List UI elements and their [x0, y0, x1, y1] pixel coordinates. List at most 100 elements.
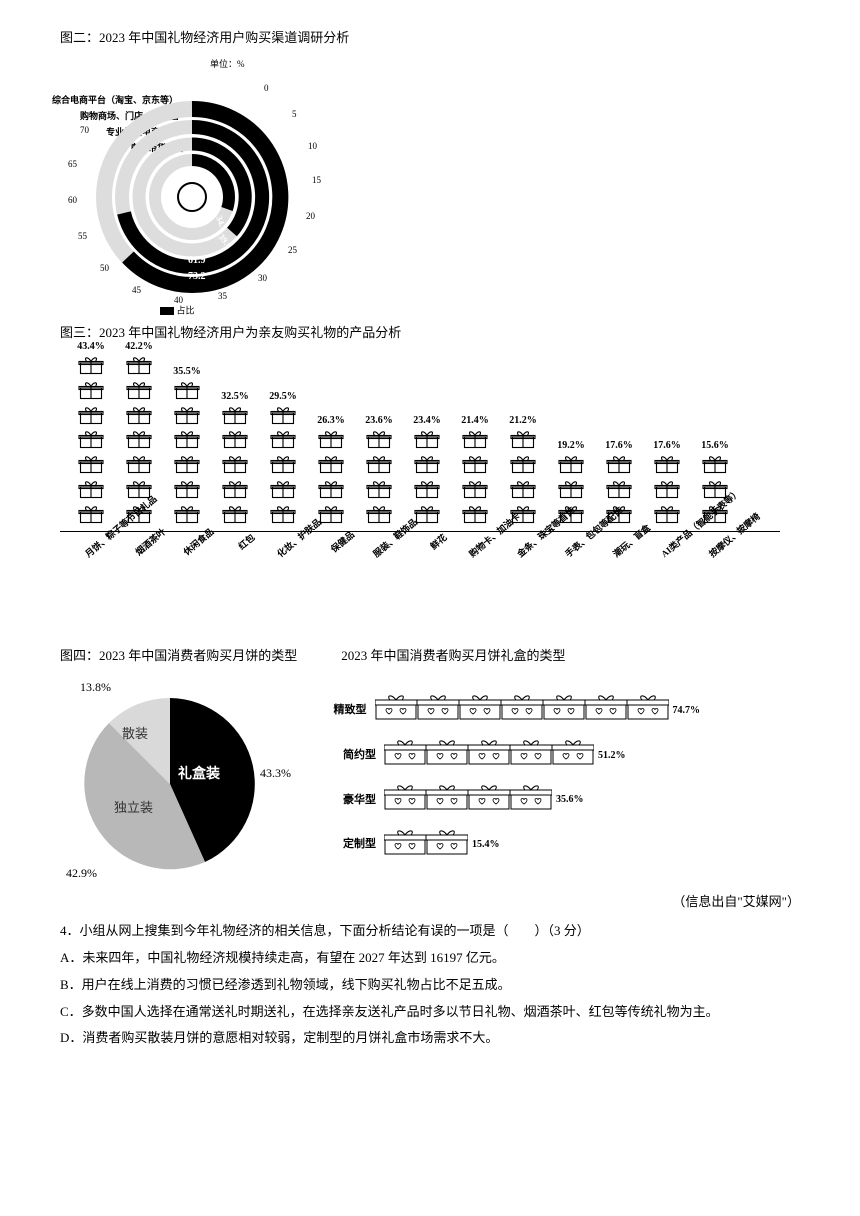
giftbox-icon — [384, 784, 426, 810]
gift-icon — [412, 456, 442, 474]
gift-icon — [508, 431, 538, 449]
fig2-chart: 单位：% 综合电商平台（淘宝、京东等） 购物商场、门店、礼品店 专业礼品电商平台… — [60, 55, 340, 315]
gift-icon — [172, 506, 202, 524]
bar-col: 17.6% — [646, 438, 688, 530]
gift-icon — [364, 506, 394, 524]
fig4-boxes: 精致型 7 — [320, 678, 700, 873]
gift-icon — [220, 431, 250, 449]
gift-icon — [364, 481, 394, 499]
box-label: 豪华型 — [320, 792, 376, 810]
bar-value: 17.6% — [605, 438, 633, 454]
bar-value: 32.5% — [221, 389, 249, 405]
gift-icon — [316, 456, 346, 474]
tick: 10 — [308, 139, 317, 153]
option-d: D．消费者购买散装月饼的意愿相对较弱，定制型的月饼礼盒市场需求不大。 — [60, 1028, 800, 1049]
fig3-caption: 图三：2023 年中国礼物经济用户为亲友购买礼物的产品分析 — [60, 323, 800, 344]
gift-icon — [268, 456, 298, 474]
bar-col: 23.4% — [406, 413, 448, 530]
source-line: （信息出自"艾媒网"） — [60, 892, 800, 913]
tick: 20 — [306, 209, 315, 223]
svg-text:73.2: 73.2 — [188, 271, 206, 282]
pie-label-1: 独立装 — [114, 798, 153, 819]
question-stem: 4．小组从网上搜集到今年礼物经济的相关信息，下面分析结论有误的一项是（ ）（3 … — [60, 921, 800, 942]
gift-icon — [172, 431, 202, 449]
tick: 60 — [68, 193, 77, 207]
gift-icon — [76, 357, 106, 375]
fig2-caption: 图二：2023 年中国礼物经济用户购买渠道调研分析 — [60, 28, 800, 49]
box-value: 35.6% — [556, 792, 584, 808]
fig4-pie: 13.8% 礼盒装 43.3% 独立装 42.9% 散装 — [60, 678, 290, 888]
fig3-chart: 43.4% 42.2% — [60, 352, 780, 602]
bar-value: 23.6% — [365, 413, 393, 429]
box-label: 定制型 — [320, 836, 376, 854]
giftbox-icon — [426, 739, 468, 765]
gift-icon — [268, 481, 298, 499]
tick: 30 — [258, 271, 267, 285]
fig4-row: 13.8% 礼盒装 43.3% 独立装 42.9% 散装 精致型 — [60, 678, 800, 888]
bar-value: 21.2% — [509, 413, 537, 429]
gift-icon — [220, 456, 250, 474]
bar-col: 29.5% — [262, 389, 304, 531]
gift-icon — [76, 456, 106, 474]
gift-icon — [652, 506, 682, 524]
tick: 65 — [68, 157, 77, 171]
box-value: 74.7% — [673, 703, 701, 719]
bar-col: 43.4% — [70, 339, 112, 531]
giftbox-icon — [510, 739, 552, 765]
giftbox-icon — [585, 694, 627, 720]
gift-icon — [460, 481, 490, 499]
gift-icon — [412, 431, 442, 449]
giftbox-icon — [426, 829, 468, 855]
gift-icon — [460, 506, 490, 524]
option-c: C．多数中国人选择在通常送礼时期送礼，在选择亲友送礼产品时多以节日礼物、烟酒茶叶… — [60, 1002, 800, 1023]
gift-icon — [124, 357, 154, 375]
gift-icon — [700, 456, 730, 474]
bar-value: 15.6% — [701, 438, 729, 454]
tick: 15 — [312, 173, 321, 187]
gift-icon — [268, 407, 298, 425]
box-row: 精致型 7 — [320, 694, 700, 727]
gift-icon — [220, 506, 250, 524]
gift-icon — [76, 506, 106, 524]
gift-icon — [124, 431, 154, 449]
gift-icon — [124, 456, 154, 474]
giftbox-icon — [510, 784, 552, 810]
giftbox-icon — [459, 694, 501, 720]
bar-value: 21.4% — [461, 413, 489, 429]
tick: 55 — [78, 229, 87, 243]
bar-value: 43.4% — [77, 339, 105, 355]
box-row: 简约型 51.2% — [320, 739, 700, 772]
gift-icon — [268, 431, 298, 449]
gift-icon — [460, 456, 490, 474]
bar-value: 19.2% — [557, 438, 585, 454]
option-a: A．未来四年，中国礼物经济规模持续走高，有望在 2027 年达到 16197 亿… — [60, 948, 800, 969]
gift-icon — [220, 407, 250, 425]
gift-icon — [460, 431, 490, 449]
giftbox-icon — [627, 694, 669, 720]
svg-text:61.9: 61.9 — [188, 255, 206, 266]
gift-icon — [76, 481, 106, 499]
bar-value: 26.3% — [317, 413, 345, 429]
gift-icon — [220, 481, 250, 499]
box-label: 简约型 — [320, 747, 376, 765]
gift-icon — [76, 431, 106, 449]
bar-value: 42.2% — [125, 339, 153, 355]
bar-col: 32.5% — [214, 389, 256, 531]
tick: 35 — [218, 289, 227, 303]
box-value: 15.4% — [472, 837, 500, 853]
box-row: 豪华型 35.6% — [320, 784, 700, 817]
bar-value: 17.6% — [653, 438, 681, 454]
box-value: 51.2% — [598, 748, 626, 764]
gift-icon — [172, 382, 202, 400]
box-label: 精致型 — [320, 702, 367, 720]
bar-col: 21.4% — [454, 413, 496, 530]
giftbox-icon — [384, 739, 426, 765]
gift-icon — [652, 456, 682, 474]
option-b: B．用户在线上消费的习惯已经渗透到礼物领域，线下购买礼物占比不足五成。 — [60, 975, 800, 996]
bar-value: 23.4% — [413, 413, 441, 429]
pie-pct-0: 43.3% — [260, 764, 291, 783]
gift-icon — [556, 481, 586, 499]
giftbox-icon — [501, 694, 543, 720]
tick: 0 — [264, 81, 269, 95]
gift-icon — [556, 456, 586, 474]
